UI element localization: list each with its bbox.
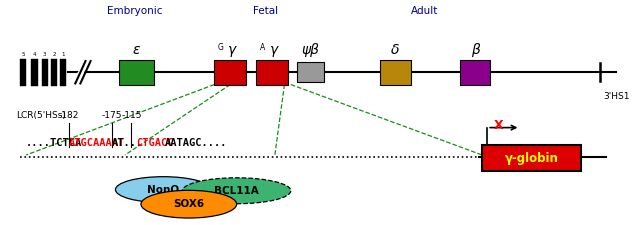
Text: 2: 2 [52, 52, 56, 57]
Text: SOX6: SOX6 [173, 199, 204, 209]
Bar [42, 59, 48, 86]
Bar [380, 60, 411, 85]
Bar [31, 59, 38, 86]
Text: NonO: NonO [147, 185, 180, 195]
Text: ψβ: ψβ [302, 43, 320, 57]
Bar [297, 62, 324, 82]
Text: CTGACC: CTGACC [136, 138, 174, 148]
Text: G: G [218, 43, 224, 52]
Text: AATAGC....: AATAGC.... [165, 138, 227, 148]
Text: γ-globin: γ-globin [505, 152, 558, 165]
Text: 4: 4 [33, 52, 36, 57]
Text: ATGCAAAAT: ATGCAAAAT [69, 138, 125, 148]
Bar [256, 60, 288, 85]
Text: δ: δ [391, 43, 399, 57]
Text: -115: -115 [121, 111, 142, 120]
Text: ε: ε [132, 43, 140, 57]
Text: γ: γ [270, 43, 278, 57]
Text: 5: 5 [21, 52, 25, 57]
Text: A: A [260, 43, 265, 52]
Ellipse shape [116, 177, 211, 203]
Text: 3'HS1: 3'HS1 [603, 92, 630, 101]
Text: BCL11A: BCL11A [214, 186, 259, 196]
Text: γ: γ [228, 43, 236, 57]
Text: β: β [471, 43, 479, 57]
Text: AT...: AT... [112, 138, 144, 148]
Bar [20, 59, 26, 86]
Text: Fetal: Fetal [253, 6, 278, 16]
Ellipse shape [141, 190, 236, 218]
Text: X: X [494, 119, 504, 132]
Text: Adult: Adult [411, 6, 438, 16]
Bar [482, 146, 581, 171]
Bar [119, 60, 154, 85]
Bar [60, 59, 66, 86]
Text: 3: 3 [43, 52, 47, 57]
Text: ....TCTCA: ....TCTCA [26, 138, 82, 148]
Text: 1: 1 [61, 52, 65, 57]
Bar [214, 60, 246, 85]
Text: LCR(5'HSs): LCR(5'HSs) [16, 111, 66, 120]
Text: -182: -182 [59, 111, 79, 120]
Bar [51, 59, 58, 86]
Text: Embryonic: Embryonic [107, 6, 162, 16]
Bar [460, 60, 490, 85]
Ellipse shape [182, 178, 291, 204]
Text: -175: -175 [102, 111, 123, 120]
